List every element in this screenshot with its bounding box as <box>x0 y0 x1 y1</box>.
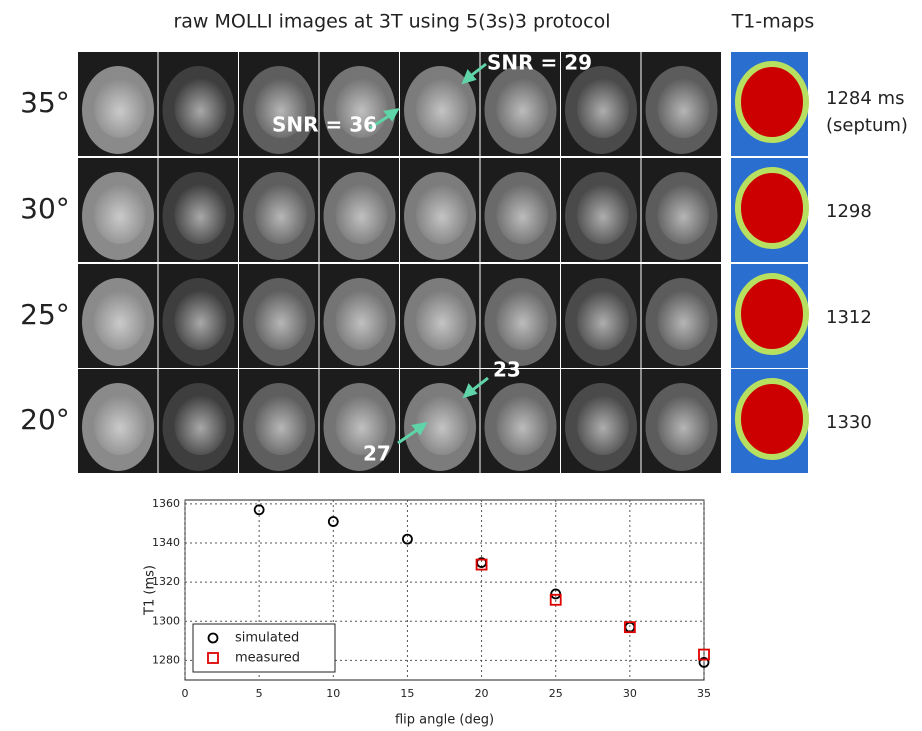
mri-heart <box>94 184 146 244</box>
mri-heart <box>577 78 629 138</box>
mri-heart <box>255 395 307 455</box>
mri-heart <box>497 290 549 350</box>
mri-heart <box>577 184 629 244</box>
x-tick-label: 25 <box>549 687 563 700</box>
mri-heart <box>416 78 468 138</box>
mri-heart <box>255 184 307 244</box>
figure: raw MOLLI images at 3T using 5(3s)3 prot… <box>0 0 922 731</box>
t1-value: 1284 ms <box>826 88 904 109</box>
legend-label: simulated <box>235 631 299 646</box>
mri-heart <box>497 395 549 455</box>
x-tick-label: 10 <box>326 687 340 700</box>
annotation: 23 <box>493 358 521 382</box>
mri-heart <box>336 184 388 244</box>
y-tick-label: 1300 <box>152 614 180 627</box>
mri-heart <box>658 78 710 138</box>
mri-heart <box>175 78 227 138</box>
mri-heart <box>497 78 549 138</box>
x-axis-label: flip angle (deg) <box>395 713 494 728</box>
annotation: 27 <box>363 442 391 466</box>
mri-heart <box>94 290 146 350</box>
mri-heart <box>336 290 388 350</box>
x-tick-label: 35 <box>697 687 711 700</box>
mri-heart <box>658 290 710 350</box>
t1-value: 1298 <box>826 201 872 222</box>
mri-heart <box>94 395 146 455</box>
mri-heart <box>175 395 227 455</box>
mri-heart <box>577 290 629 350</box>
image-grid: 35° 1284 ms (septum) 30° 1298 25° 1312 20° 1330 <box>20 52 908 473</box>
mri-heart <box>416 184 468 244</box>
t1-value: 1330 <box>826 412 872 433</box>
mri-heart <box>577 395 629 455</box>
t1-map-ring <box>738 276 806 352</box>
figure-title: raw MOLLI images at 3T using 5(3s)3 prot… <box>173 11 610 33</box>
mri-heart <box>175 290 227 350</box>
maps-title: T1-maps <box>731 11 815 33</box>
mri-heart <box>416 290 468 350</box>
mri-heart <box>94 78 146 138</box>
x-tick-label: 15 <box>400 687 414 700</box>
y-tick-label: 1340 <box>152 536 180 549</box>
angle-label: 25° <box>20 298 70 331</box>
mri-heart <box>497 184 549 244</box>
mri-heart <box>658 395 710 455</box>
x-tick-label: 0 <box>182 687 189 700</box>
mri-heart <box>255 290 307 350</box>
mri-heart <box>658 184 710 244</box>
angle-label: 35° <box>20 86 70 119</box>
t1-note: (septum) <box>826 115 908 136</box>
mri-heart <box>175 184 227 244</box>
annotation: SNR = 36 <box>272 113 377 137</box>
y-tick-label: 1280 <box>152 653 180 666</box>
x-tick-label: 5 <box>256 687 263 700</box>
x-tick-label: 20 <box>475 687 489 700</box>
angle-label: 20° <box>20 403 70 436</box>
t1-map-ring <box>738 170 806 246</box>
y-axis-label: T1 (ms) <box>143 565 158 616</box>
x-tick-label: 30 <box>623 687 637 700</box>
y-tick-label: 1360 <box>152 497 180 510</box>
t1-map-ring <box>738 381 806 457</box>
annotation: SNR = 29 <box>487 51 592 75</box>
angle-label: 30° <box>20 192 70 225</box>
t1-value: 1312 <box>826 307 872 328</box>
t1-map-ring <box>738 64 806 140</box>
legend-label: measured <box>235 651 300 666</box>
